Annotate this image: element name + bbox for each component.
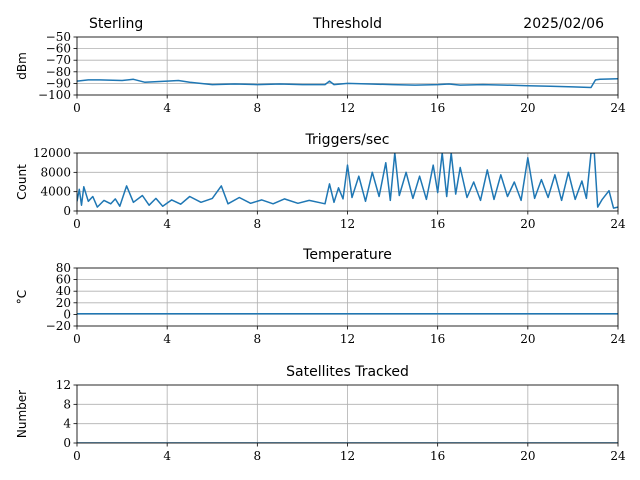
temperature-ylabel: °C — [15, 290, 29, 304]
triggers-series-line — [77, 153, 618, 209]
temperature-axes-frame — [76, 267, 619, 327]
triggers-ytick-label: 8000 — [40, 165, 71, 179]
threshold-xtick-label: 20 — [520, 101, 535, 115]
satellites-ytick-label: 12 — [56, 378, 71, 392]
threshold-title: Threshold — [312, 16, 382, 32]
triggers-ylabel: Count — [15, 164, 29, 200]
satellites-ytick-label: 0 — [63, 436, 71, 450]
station-name: Sterling — [89, 16, 143, 32]
threshold-ylabel: dBm — [15, 52, 29, 80]
temperature-ytick-label: 40 — [56, 284, 71, 298]
threshold-ytick-label: −70 — [46, 53, 71, 67]
triggers-ytick-label: 12000 — [33, 146, 71, 160]
triggers-ytick-label: 0 — [63, 204, 71, 218]
threshold-axes-frame — [76, 36, 619, 96]
triggers-title: Triggers/sec — [305, 132, 390, 148]
temperature-xtick-label: 8 — [254, 332, 262, 346]
satellites-xtick-label: 4 — [163, 449, 171, 463]
report-date: 2025/02/06 — [523, 16, 604, 32]
satellites-xtick-label: 8 — [254, 449, 262, 463]
temperature-ytick-label: 20 — [56, 296, 71, 310]
triggers-xtick-label: 24 — [610, 217, 626, 231]
triggers-xtick-label: 0 — [73, 217, 81, 231]
threshold-ytick-label: −100 — [38, 88, 71, 102]
temperature-ytick-label: −20 — [46, 319, 71, 333]
triggers-xtick-label: 20 — [520, 217, 535, 231]
triggers-xtick-label: 16 — [430, 217, 445, 231]
threshold-xtick-label: 0 — [73, 101, 81, 115]
temperature-xtick-label: 12 — [340, 332, 355, 346]
temperature-xtick-label: 0 — [73, 332, 81, 346]
satellites-xtick-label: 20 — [520, 449, 535, 463]
threshold-ytick-label: −60 — [46, 42, 71, 56]
satellites-ytick-label: 4 — [63, 417, 71, 431]
triggers-axes-frame — [76, 152, 619, 212]
triggers-panel: 0 4 8 12 16 20 24 12000 8000 4000 0 Triggers/sec Cou… — [15, 132, 626, 231]
satellites-ytick-label: 8 — [63, 397, 71, 411]
threshold-xtick-label: 12 — [340, 101, 355, 115]
temperature-ytick-label: 80 — [56, 261, 71, 275]
triggers-xtick-label: 8 — [254, 217, 262, 231]
triggers-xtick-label: 12 — [340, 217, 355, 231]
threshold-xtick-label: 8 — [254, 101, 262, 115]
threshold-panel: 0 4 8 12 16 20 24 −50−60−70−80−90−100 Threshold d… — [15, 16, 626, 115]
satellites-xtick-label: 16 — [430, 449, 445, 463]
threshold-series-line — [77, 78, 618, 89]
satellites-ylabel: Number — [15, 390, 29, 438]
triggers-ytick-label: 4000 — [40, 185, 71, 199]
triggers-xtick-label: 4 — [163, 217, 171, 231]
threshold-ytick-label: −90 — [46, 76, 71, 90]
threshold-ytick-label: −80 — [46, 65, 71, 79]
temperature-xtick-label: 24 — [610, 332, 626, 346]
temperature-title: Temperature — [302, 247, 392, 263]
satellites-xtick-label: 12 — [340, 449, 355, 463]
temperature-xtick-label: 4 — [163, 332, 171, 346]
temperature-ytick-label: 60 — [56, 273, 71, 287]
satellites-xtick-label: 24 — [610, 449, 626, 463]
threshold-xtick-label: 4 — [163, 101, 171, 115]
temperature-xtick-label: 16 — [430, 332, 445, 346]
satellites-panel: 0 4 8 12 16 20 24 12 8 4 0 Satellites Tracked Number — [15, 364, 626, 463]
temperature-xtick-label: 20 — [520, 332, 535, 346]
satellites-axes-frame — [76, 384, 619, 444]
threshold-ytick-label: −50 — [46, 30, 71, 44]
temperature-ytick-label: 0 — [63, 307, 71, 321]
satellites-xtick-label: 0 — [73, 449, 81, 463]
threshold-xtick-label: 24 — [610, 101, 626, 115]
threshold-xtick-label: 16 — [430, 101, 445, 115]
satellites-title: Satellites Tracked — [286, 364, 409, 380]
